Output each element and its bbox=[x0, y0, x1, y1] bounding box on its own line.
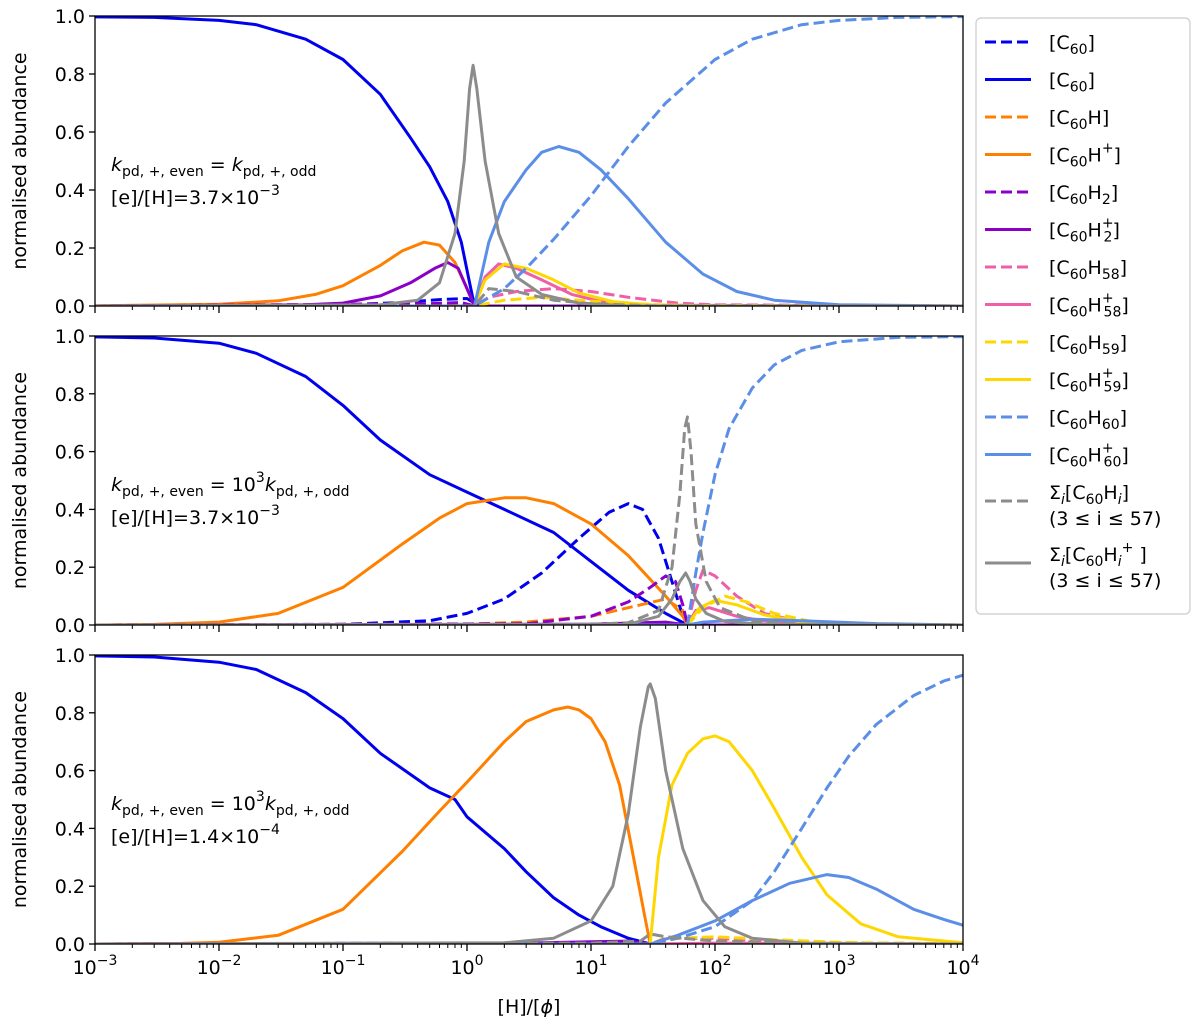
legend-label: [C60H58] bbox=[1049, 257, 1127, 283]
series-line-4 bbox=[95, 705, 963, 944]
y-tick-label: 0.4 bbox=[55, 180, 85, 202]
series-line-5 bbox=[95, 574, 963, 625]
legend-label: [C60H2] bbox=[1049, 182, 1118, 208]
legend-label: [C60H59] bbox=[1049, 332, 1127, 358]
annotation-rate-ratio: kpd, +, even = kpd, +, odd bbox=[111, 154, 316, 180]
y-tick-label: 0.2 bbox=[55, 557, 85, 579]
x-tick-label: 10−1 bbox=[321, 953, 366, 979]
legend-label: Σi[C60Hi] bbox=[1049, 482, 1129, 508]
y-tick-label: 0.2 bbox=[55, 238, 85, 260]
y-tick-label: 1.0 bbox=[55, 645, 85, 667]
series-line-4 bbox=[95, 496, 963, 625]
series-line-12 bbox=[95, 873, 963, 944]
axes-frame bbox=[94, 335, 964, 626]
series-line-1 bbox=[95, 502, 963, 625]
x-tick-label: 104 bbox=[946, 953, 979, 979]
annotation-rate-ratio: kpd, +, even = 103kpd, +, odd bbox=[111, 470, 350, 500]
panel-3: 0.0 0.2 0.4 0.6 0.8 1.0 10−3 10−2 10−1 100 101 102 1… bbox=[9, 645, 980, 979]
y-tick-label: 1.0 bbox=[55, 326, 85, 348]
annotation-rate-ratio: kpd, +, even = 103kpd, +, odd bbox=[111, 789, 350, 819]
y-axis-label: normalised abundance bbox=[9, 691, 31, 908]
x-tick-label: 10−3 bbox=[73, 953, 118, 979]
annotation-electron-ratio: [e]/[H]=3.7×10−3 bbox=[111, 183, 280, 209]
series-group bbox=[95, 16, 963, 306]
y-tick-label: 0.0 bbox=[55, 934, 85, 956]
series-line-2 bbox=[95, 16, 963, 306]
legend-label: [C60H] bbox=[1049, 107, 1109, 133]
legend-label: Σi[C60Hi+ ] bbox=[1049, 540, 1147, 570]
legend-frame bbox=[975, 17, 1191, 615]
legend-label: [C60] bbox=[1049, 32, 1095, 58]
legend-label: [C60H+ 60] bbox=[1049, 441, 1129, 471]
x-axis-label: [H]/[ϕ] bbox=[498, 996, 561, 1018]
legend-label: [C60H+ 58] bbox=[1049, 291, 1129, 321]
legend-label: [C60H+ 59] bbox=[1049, 366, 1129, 396]
y-tick-label: 0.8 bbox=[55, 384, 85, 406]
y-tick-label: 0.6 bbox=[55, 761, 85, 783]
legend-label: [C60H+] bbox=[1049, 141, 1121, 171]
panel-2: 0.0 0.2 0.4 0.6 0.8 1.0 normalised abundance kp… bbox=[9, 326, 964, 637]
y-tick-label: 0.8 bbox=[55, 64, 85, 86]
y-tick-label: 0.4 bbox=[55, 499, 85, 521]
panel-1: 0.0 0.2 0.4 0.6 0.8 1.0 normalised abundance kp… bbox=[9, 6, 964, 318]
series-line-2 bbox=[95, 655, 963, 944]
x-tick-label: 100 bbox=[450, 953, 483, 979]
y-tick-label: 0.6 bbox=[55, 442, 85, 464]
series-line-14 bbox=[95, 571, 963, 625]
series-line-13 bbox=[95, 415, 963, 625]
y-tick-label: 0.0 bbox=[55, 615, 85, 637]
series-line-11 bbox=[95, 16, 963, 306]
annotation-electron-ratio: [e]/[H]=3.7×10−3 bbox=[111, 503, 280, 529]
legend-label: [C60] bbox=[1049, 70, 1095, 96]
y-tick-label: 0.8 bbox=[55, 703, 85, 725]
x-tick-label: 102 bbox=[698, 953, 731, 979]
legend-label: [C60H60] bbox=[1049, 407, 1127, 433]
y-axis-label: normalised abundance bbox=[9, 52, 31, 269]
y-tick-label: 0.0 bbox=[55, 296, 85, 318]
series-line-14 bbox=[95, 682, 963, 944]
axes-frame bbox=[94, 654, 964, 945]
y-tick-label: 1.0 bbox=[55, 6, 85, 28]
y-tick-label: 0.2 bbox=[55, 876, 85, 898]
y-axis-label: normalised abundance bbox=[9, 372, 31, 589]
y-tick-label: 0.4 bbox=[55, 818, 85, 840]
legend-label-range: (3 ≤ i ≤ 57) bbox=[1049, 570, 1161, 592]
axes-frame bbox=[94, 15, 964, 307]
x-tick-label: 101 bbox=[574, 953, 607, 979]
y-tick-label: 0.6 bbox=[55, 122, 85, 144]
legend-label: [C60H+ 2] bbox=[1049, 216, 1120, 246]
x-tick-label: 103 bbox=[822, 953, 855, 979]
series-line-7 bbox=[95, 568, 963, 625]
series-line-11 bbox=[95, 336, 963, 625]
series-line-10 bbox=[95, 734, 963, 944]
series-line-14 bbox=[95, 63, 963, 306]
legend: [C60] [C60] [C60H] [C60H+] [C60H2] [C60H+ 2] [C… bbox=[975, 17, 1191, 615]
legend-label-range: (3 ≤ i ≤ 57) bbox=[1049, 508, 1161, 530]
panels: 0.0 0.2 0.4 0.6 0.8 1.0 normalised abundance kp… bbox=[9, 6, 980, 979]
annotation-electron-ratio: [e]/[H]=1.4×10−4 bbox=[111, 822, 280, 848]
x-tick-label: 10−2 bbox=[197, 953, 242, 979]
